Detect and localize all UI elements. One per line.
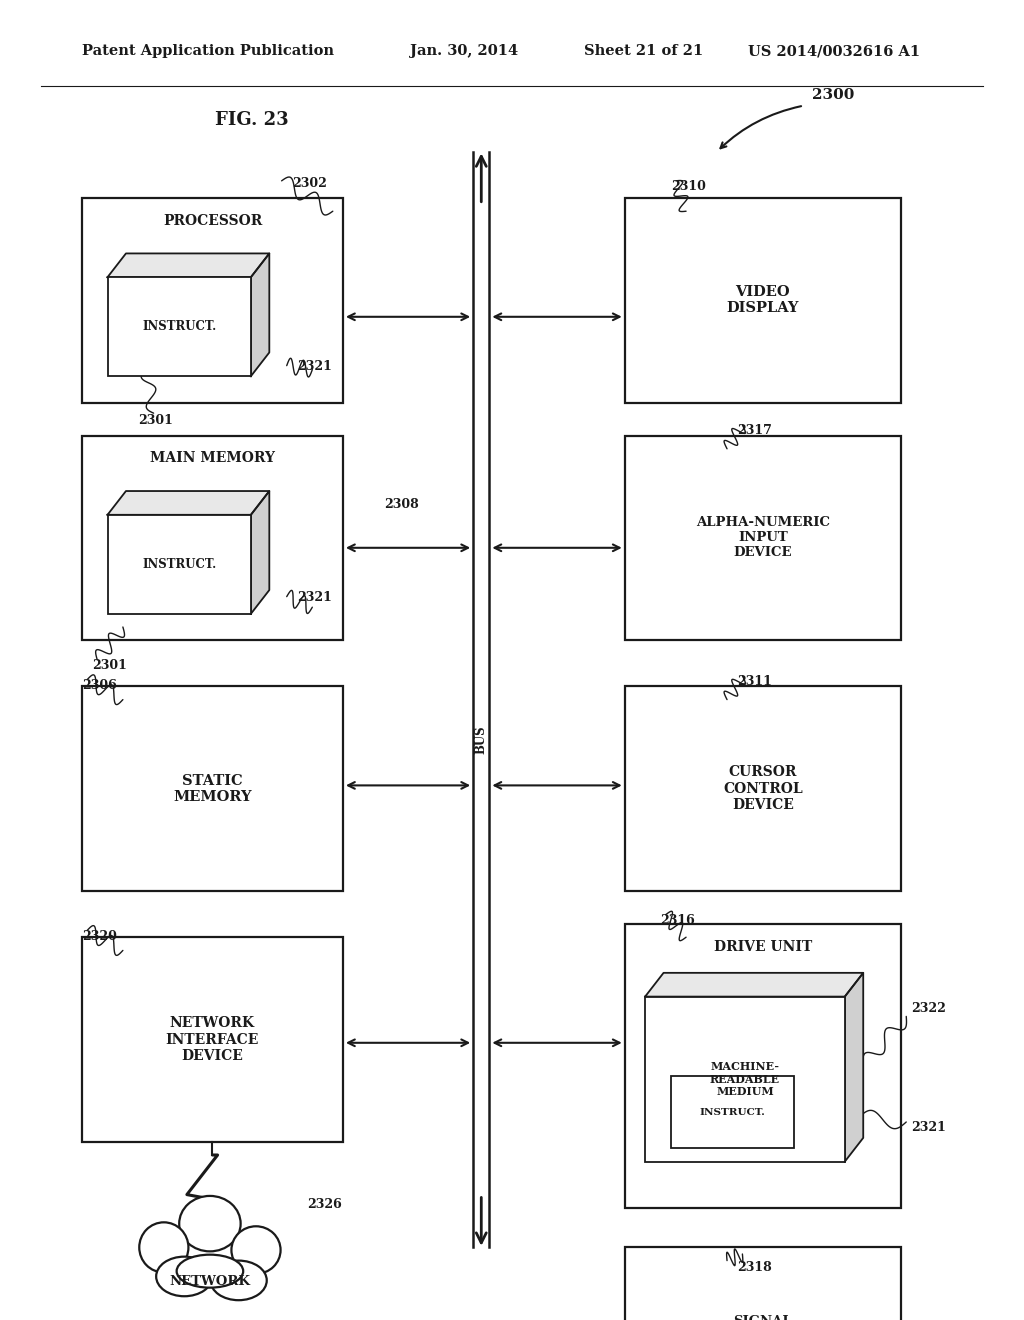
Text: 2321: 2321 [911, 1121, 946, 1134]
Polygon shape [251, 491, 269, 614]
Text: 2322: 2322 [911, 1002, 946, 1015]
Text: 2318: 2318 [737, 1261, 772, 1274]
Text: 2302: 2302 [292, 177, 327, 190]
Text: 2301: 2301 [92, 659, 127, 672]
Text: STATIC
MEMORY: STATIC MEMORY [173, 774, 252, 804]
Bar [108, 277, 251, 376]
Bar [82, 198, 343, 403]
Bar [625, 924, 901, 1208]
Text: VIDEO
DISPLAY: VIDEO DISPLAY [727, 285, 799, 315]
Text: 2316: 2316 [660, 913, 695, 927]
Ellipse shape [156, 1257, 213, 1296]
Polygon shape [251, 253, 269, 376]
Bar [625, 198, 901, 403]
Text: CURSOR
CONTROL
DEVICE: CURSOR CONTROL DEVICE [723, 766, 803, 812]
Text: DRIVE UNIT: DRIVE UNIT [714, 940, 812, 954]
Ellipse shape [211, 1261, 266, 1300]
Bar [82, 436, 343, 640]
Text: 2321: 2321 [297, 590, 332, 603]
Text: NETWORK: NETWORK [169, 1275, 251, 1288]
Bar [625, 436, 901, 640]
Polygon shape [645, 973, 863, 997]
Text: INSTRUCT.: INSTRUCT. [142, 321, 216, 333]
Text: FIG. 23: FIG. 23 [215, 111, 289, 129]
Text: 2321: 2321 [297, 359, 332, 372]
Text: 2310: 2310 [671, 180, 706, 193]
Text: Patent Application Publication: Patent Application Publication [82, 45, 334, 58]
Text: INSTRUCT.: INSTRUCT. [142, 558, 216, 570]
Text: 2306: 2306 [82, 678, 117, 692]
Text: 2300: 2300 [812, 88, 854, 102]
Ellipse shape [179, 1196, 241, 1251]
Text: 2326: 2326 [307, 1197, 342, 1210]
Bar [108, 515, 251, 614]
Text: Jan. 30, 2014: Jan. 30, 2014 [410, 45, 518, 58]
Bar [645, 997, 845, 1162]
Bar [82, 937, 343, 1142]
Bar [625, 686, 901, 891]
Text: US 2014/0032616 A1: US 2014/0032616 A1 [748, 45, 920, 58]
Ellipse shape [176, 1254, 244, 1288]
Text: BUS: BUS [475, 725, 487, 754]
Polygon shape [794, 1052, 812, 1148]
Bar [671, 1076, 794, 1148]
Polygon shape [108, 491, 269, 515]
Text: 2320: 2320 [82, 929, 117, 942]
Text: 2308: 2308 [384, 498, 419, 511]
Text: 2311: 2311 [737, 675, 772, 688]
Polygon shape [845, 973, 863, 1162]
Text: 2317: 2317 [737, 424, 772, 437]
Text: NETWORK
INTERFACE
DEVICE: NETWORK INTERFACE DEVICE [166, 1016, 259, 1063]
Bar [625, 1247, 901, 1320]
Text: SIGNAL
GENERATION
DEVICE: SIGNAL GENERATION DEVICE [711, 1315, 815, 1320]
Text: PROCESSOR: PROCESSOR [163, 214, 262, 228]
Polygon shape [671, 1052, 812, 1076]
Text: MACHINE-
READABLE
MEDIUM: MACHINE- READABLE MEDIUM [710, 1061, 780, 1097]
Text: 2301: 2301 [138, 413, 173, 426]
Text: Sheet 21 of 21: Sheet 21 of 21 [584, 45, 702, 58]
Text: ALPHA-NUMERIC
INPUT
DEVICE: ALPHA-NUMERIC INPUT DEVICE [696, 516, 829, 560]
Polygon shape [108, 253, 269, 277]
Text: MAIN MEMORY: MAIN MEMORY [150, 451, 275, 466]
Text: INSTRUCT.: INSTRUCT. [699, 1107, 765, 1117]
Bar [82, 686, 343, 891]
Ellipse shape [231, 1226, 281, 1274]
Ellipse shape [139, 1222, 188, 1272]
